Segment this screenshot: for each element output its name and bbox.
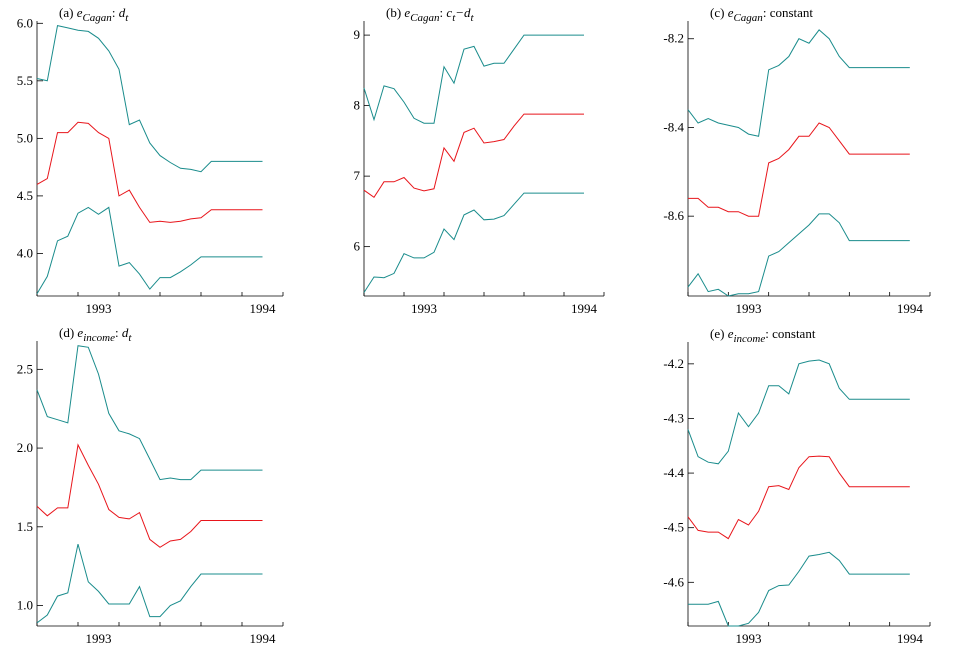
- x-tick-label: 1993: [736, 301, 762, 316]
- series-estimate-line: [363, 113, 584, 199]
- panel-title: (c) eCagan: constant: [710, 5, 813, 24]
- series-lower-line: [688, 551, 910, 627]
- x-tick-label: 1994: [250, 631, 277, 646]
- y-tick-label: 1.0: [17, 598, 33, 613]
- y-tick-label: 1.5: [17, 519, 33, 534]
- series-upper-line: [363, 34, 584, 124]
- x-tick-label: 1993: [411, 301, 437, 316]
- x-tick-label: 1994: [250, 301, 277, 316]
- panel-b: 6 7 8 9 1993 1994 (b) eCagan: ct−dt: [354, 5, 605, 316]
- y-tick-label: 2.5: [17, 361, 33, 376]
- series-lower-line: [363, 192, 584, 293]
- y-tick-label: 2.0: [17, 440, 33, 455]
- y-tick-label: 6.0: [17, 15, 33, 30]
- y-tick-label: 5.0: [17, 130, 33, 145]
- y-tick-label: 6: [354, 239, 361, 254]
- series-estimate-line: [688, 122, 910, 217]
- y-tick-label: 4.5: [17, 188, 33, 203]
- panel-title: (e) eincome: constant: [710, 326, 816, 345]
- y-tick-label: 4.0: [17, 245, 33, 260]
- panel-a: 4.0 4.5 5.0 5.5 6.0 1993 1994 (a) eCagan: dt: [17, 5, 284, 316]
- y-tick-label: -4.6: [663, 574, 684, 589]
- y-tick-label: 8: [354, 98, 361, 113]
- series-estimate-line: [36, 443, 263, 548]
- x-tick-label: 1993: [86, 301, 112, 316]
- y-tick-label: -8.6: [663, 208, 684, 223]
- panel-c: -8.6 -8.4 -8.2 1993 1994 (c) eCagan: constant: [663, 5, 931, 316]
- y-tick-label: -4.2: [663, 356, 684, 371]
- y-tick-label: 7: [354, 168, 361, 183]
- x-tick-label: 1994: [897, 301, 924, 316]
- series-lower-line: [36, 206, 263, 294]
- series-lower-line: [36, 543, 263, 624]
- x-tick-label: 1993: [736, 631, 762, 646]
- y-tick-label: 9: [354, 27, 361, 42]
- series-lower-line: [687, 213, 910, 297]
- y-tick-label: 5.5: [17, 73, 33, 88]
- panel-title: (a) eCagan: dt: [59, 5, 129, 24]
- series-upper-line: [687, 359, 910, 465]
- panel-title: (d) eincome: dt: [59, 325, 132, 344]
- x-tick-label: 1994: [571, 301, 598, 316]
- series-upper-line: [36, 345, 263, 481]
- x-tick-label: 1993: [86, 631, 112, 646]
- panel-title: (b) eCagan: ct−dt: [386, 5, 475, 24]
- y-tick-label: -8.4: [663, 119, 684, 134]
- series-estimate-line: [36, 121, 263, 223]
- x-tick-label: 1994: [897, 631, 924, 646]
- y-tick-label: -8.2: [663, 31, 684, 46]
- y-tick-label: -4.4: [663, 465, 684, 480]
- y-tick-label: -4.5: [663, 520, 684, 535]
- y-tick-label: -4.3: [663, 410, 684, 425]
- panel-d: 1.0 1.5 2.0 2.5 1993 1994 (d) eincome: dt: [17, 325, 284, 646]
- panel-e: -4.6 -4.5 -4.4 -4.3 -4.2 1993 1994 (e) eincome:…: [663, 326, 931, 646]
- series-upper-line: [36, 24, 263, 173]
- series-upper-line: [687, 29, 910, 137]
- series-estimate-line: [687, 455, 910, 540]
